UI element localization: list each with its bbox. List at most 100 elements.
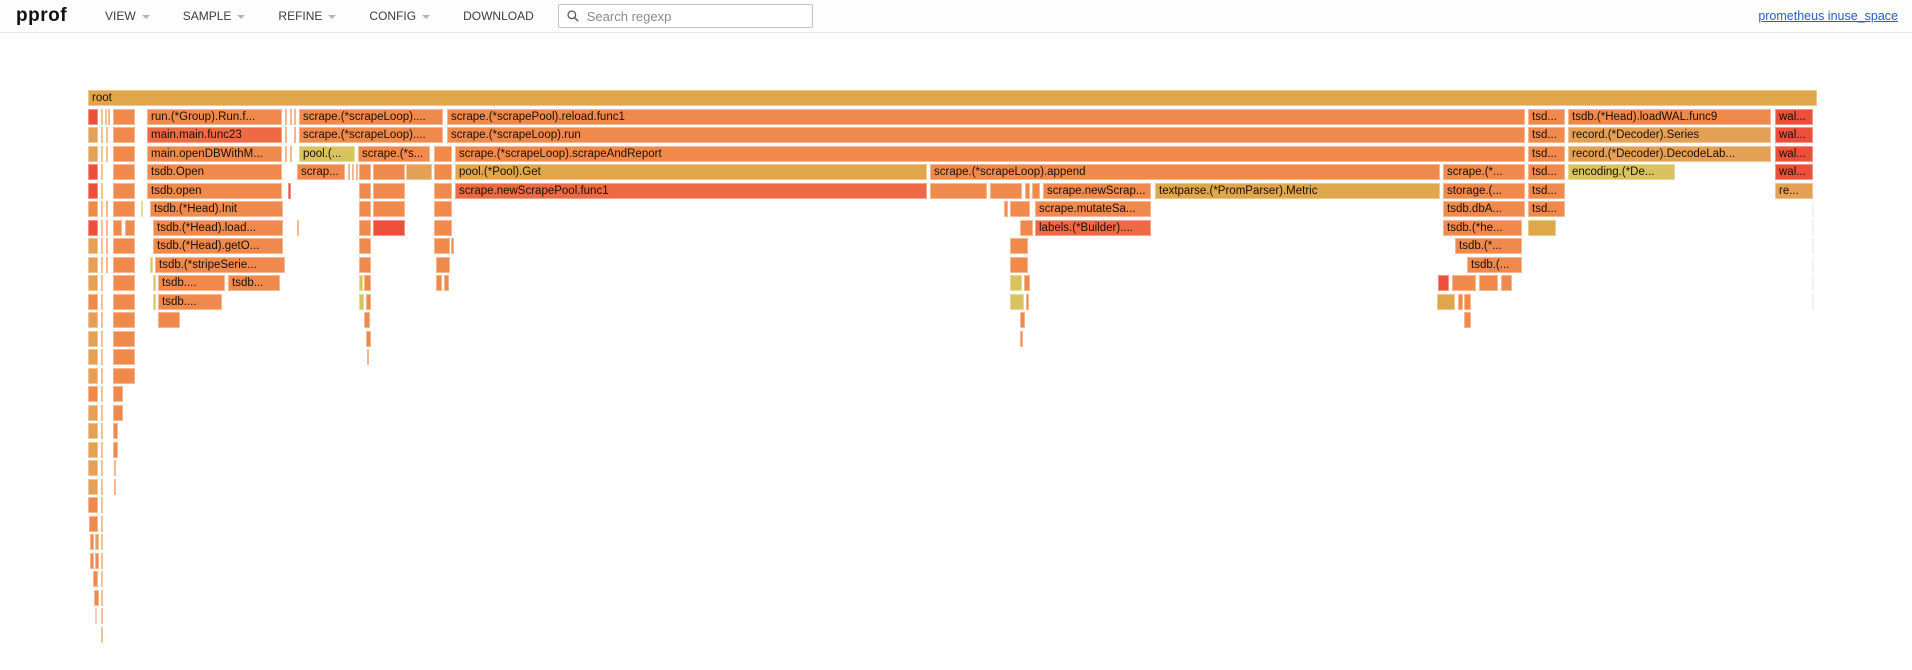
flame-bar[interactable] [1010, 256, 1028, 273]
flame-bar[interactable] [153, 275, 156, 291]
flame-bar[interactable] [95, 552, 99, 569]
flame-bar[interactable] [101, 460, 103, 476]
menu-sample[interactable]: SAMPLE [183, 9, 246, 23]
flame-bar[interactable] [373, 201, 405, 217]
flame-bar[interactable] [101, 608, 103, 624]
flame-bar[interactable]: tsdb.... [158, 275, 225, 291]
flame-bar[interactable] [434, 145, 452, 162]
flame-bar[interactable] [106, 219, 108, 236]
flame-bar[interactable] [101, 145, 103, 162]
flame-bar[interactable] [1812, 219, 1814, 236]
flame-bar[interactable] [359, 293, 364, 310]
flame-bar[interactable] [101, 367, 103, 384]
flame-bar[interactable]: tsdb.(*Head).loadWAL.func9 [1568, 108, 1771, 125]
flame-bar[interactable] [366, 293, 371, 310]
flame-bar[interactable]: tsdb.open [147, 182, 282, 199]
flame-bar[interactable] [356, 164, 358, 180]
flame-bar[interactable] [114, 478, 116, 495]
flame-bar[interactable] [113, 404, 123, 421]
flame-bar[interactable] [359, 238, 371, 254]
flame-bar[interactable]: tsd... [1528, 145, 1565, 162]
flame-bar[interactable]: scrape.(*scrapeLoop).... [299, 108, 443, 125]
flame-bar[interactable] [101, 293, 103, 310]
flame-bar[interactable] [113, 145, 135, 162]
flame-bar[interactable] [150, 256, 153, 273]
flame-bar[interactable]: tsdb.(*... [1455, 238, 1522, 254]
flame-bar[interactable]: main.openDBWithM... [147, 145, 282, 162]
flame-bar[interactable] [113, 386, 123, 402]
search-input[interactable] [557, 4, 813, 28]
flame-bar[interactable] [88, 349, 98, 365]
flame-bar[interactable] [88, 145, 98, 162]
flame-bar[interactable] [101, 219, 103, 236]
flame-bar[interactable] [101, 201, 103, 217]
flame-bar[interactable] [90, 552, 94, 569]
flame-bar[interactable] [88, 404, 98, 421]
flame-bar[interactable]: tsdb... [228, 275, 280, 291]
flame-bar[interactable] [1020, 330, 1023, 347]
profile-link[interactable]: prometheus inuse_space [1758, 9, 1898, 23]
flame-bar[interactable] [1812, 293, 1814, 310]
flame-bar[interactable] [113, 219, 122, 236]
flame-bar[interactable] [101, 404, 103, 421]
flame-bar[interactable]: scrape.(*... [1443, 164, 1525, 180]
flame-bar[interactable] [113, 312, 135, 328]
flame-bar[interactable] [106, 127, 108, 143]
flame-bar[interactable] [294, 108, 296, 125]
flame-bar[interactable] [101, 164, 103, 180]
flame-bar[interactable]: scrape.(*scrapePool).reload.func1 [447, 108, 1525, 125]
flame-bar[interactable] [101, 312, 103, 328]
flame-bar[interactable] [88, 164, 98, 180]
flame-bar[interactable] [153, 293, 156, 310]
flame-bar[interactable] [1438, 275, 1449, 291]
flame-bar[interactable] [113, 201, 135, 217]
flame-bar[interactable] [290, 145, 292, 162]
flame-bar[interactable] [285, 145, 287, 162]
flame-bar[interactable] [101, 626, 103, 643]
flame-bar[interactable] [106, 201, 108, 217]
flame-bar[interactable]: scrape.(*scrapeLoop).run [447, 127, 1525, 143]
flame-bar[interactable] [88, 127, 98, 143]
flame-bar[interactable] [88, 275, 98, 291]
flame-bar[interactable]: tsd... [1528, 164, 1565, 180]
flame-bar[interactable] [113, 441, 118, 458]
flame-bar[interactable] [364, 275, 371, 291]
flame-bar[interactable]: pool.(... [299, 145, 355, 162]
flame-bar[interactable] [990, 182, 1022, 199]
flame-bar[interactable] [348, 164, 350, 180]
flame-bar[interactable]: tsd... [1528, 108, 1565, 125]
flame-bar[interactable] [1458, 293, 1463, 310]
flame-bar[interactable]: root [88, 90, 1817, 106]
flame-bar[interactable]: labels.(*Builder).... [1035, 219, 1151, 236]
flame-bar[interactable] [88, 293, 98, 310]
flame-bar[interactable] [434, 219, 452, 236]
flame-bar[interactable] [1024, 275, 1030, 291]
flame-bar[interactable] [1812, 256, 1814, 273]
flame-bar[interactable] [1032, 182, 1040, 199]
flame-bar[interactable] [88, 256, 98, 273]
flame-bar[interactable] [88, 238, 98, 254]
flame-bar[interactable]: tsd... [1528, 127, 1565, 143]
flame-bar[interactable] [95, 608, 97, 624]
flame-bar[interactable] [101, 515, 103, 532]
flame-bar[interactable]: tsdb.(*Head).Init [150, 201, 283, 217]
menu-view[interactable]: VIEW [105, 9, 150, 23]
flame-bar[interactable] [373, 182, 405, 199]
flame-bar[interactable]: scrape.(*scrapeLoop).... [299, 127, 443, 143]
flame-bar[interactable]: scrape.(*s... [358, 145, 430, 162]
flame-bar[interactable] [101, 478, 103, 495]
flame-bar[interactable] [1464, 293, 1471, 310]
flame-bar[interactable] [113, 108, 135, 125]
flame-bar[interactable] [1812, 201, 1814, 217]
flame-bar[interactable] [1010, 275, 1022, 291]
flame-bar[interactable] [88, 312, 98, 328]
flame-bar[interactable] [451, 238, 454, 254]
flame-bar[interactable] [94, 589, 99, 606]
flame-bar[interactable] [285, 127, 287, 143]
flame-bar[interactable] [114, 460, 116, 476]
flame-bar[interactable] [373, 219, 405, 236]
flame-bar[interactable] [88, 460, 98, 476]
flame-bar[interactable] [1437, 293, 1455, 310]
flame-bar[interactable] [88, 441, 98, 458]
flame-bar[interactable] [101, 571, 103, 587]
